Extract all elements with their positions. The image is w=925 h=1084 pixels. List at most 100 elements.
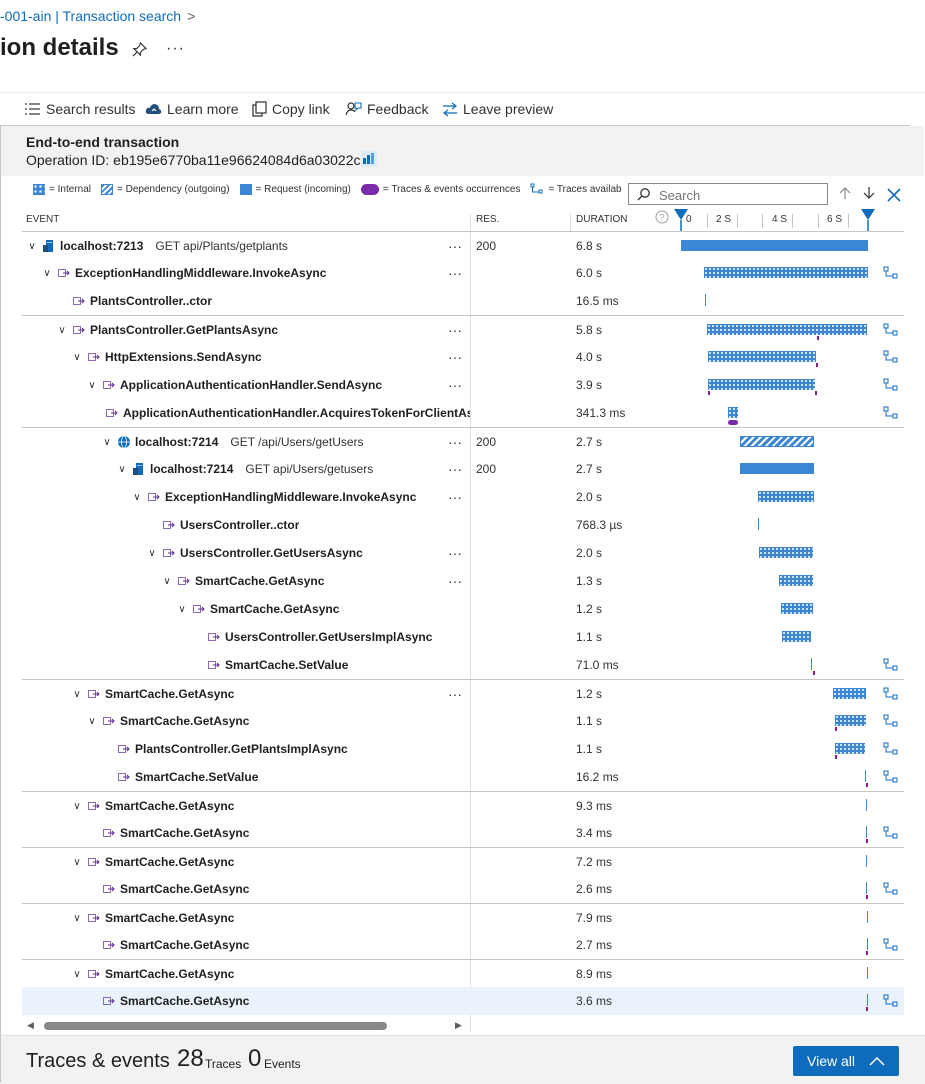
- chevron-down-icon[interactable]: ∨: [43, 267, 51, 279]
- row-more-options-icon[interactable]: ···: [448, 489, 462, 505]
- traces-available-icon[interactable]: [883, 769, 899, 785]
- traces-available-icon[interactable]: [883, 881, 899, 897]
- help-icon[interactable]: ?: [655, 210, 669, 229]
- traces-available-icon[interactable]: [883, 377, 899, 393]
- timeline-bar[interactable]: [708, 379, 815, 390]
- table-row[interactable]: ∨ SmartCache.GetAsync 1.2 s: [22, 595, 904, 623]
- more-options-icon[interactable]: ···: [166, 40, 185, 57]
- chevron-down-icon[interactable]: ∨: [28, 240, 36, 252]
- chevron-down-icon[interactable]: ∨: [148, 547, 156, 559]
- timeline-bar[interactable]: [835, 715, 866, 726]
- timeline-bar[interactable]: [708, 351, 816, 362]
- traces-available-icon[interactable]: [883, 741, 899, 757]
- table-row[interactable]: SmartCache.GetAsync 3.6 ms: [22, 987, 904, 1015]
- next-match-arrow-icon[interactable]: [863, 186, 875, 203]
- timeline-bar[interactable]: [867, 994, 868, 1006]
- row-more-options-icon[interactable]: ···: [448, 573, 462, 589]
- chevron-down-icon[interactable]: ∨: [73, 912, 81, 924]
- table-row[interactable]: ∨ SmartCache.GetAsync ··· 1.3 s: [22, 567, 904, 595]
- table-row[interactable]: ∨ PlantsController.GetPlantsAsync ··· 5.8 s: [22, 315, 904, 344]
- timeline-bar[interactable]: [740, 436, 814, 447]
- row-more-options-icon[interactable]: ···: [448, 238, 462, 254]
- timeline-end-handle[interactable]: [860, 208, 876, 237]
- chevron-down-icon[interactable]: ∨: [58, 324, 66, 336]
- table-row[interactable]: ∨ ApplicationAuthenticationHandler.SendAs…: [22, 371, 904, 399]
- timeline-bar[interactable]: [758, 491, 814, 502]
- table-row[interactable]: SmartCache.SetValue 16.2 ms: [22, 763, 904, 791]
- timeline-bar[interactable]: [781, 603, 813, 614]
- operation-id-info-icon[interactable]: [360, 150, 378, 168]
- table-row[interactable]: ∨ localhost:7214 GET api/Users/getusers ···…: [22, 455, 904, 483]
- traces-available-icon[interactable]: [883, 713, 899, 729]
- traces-available-icon[interactable]: [883, 349, 899, 365]
- scrollbar-thumb[interactable]: [44, 1022, 387, 1030]
- chevron-down-icon[interactable]: ∨: [178, 603, 186, 615]
- timeline-bar[interactable]: [866, 882, 867, 894]
- table-row[interactable]: ∨ ExceptionHandlingMiddleware.InvokeAsync…: [22, 259, 904, 287]
- trace-occurrence-marker[interactable]: [728, 420, 738, 425]
- duration-column-header[interactable]: DURATION: [576, 214, 628, 225]
- timeline-bar[interactable]: [866, 855, 867, 867]
- chevron-down-icon[interactable]: ∨: [73, 800, 81, 812]
- row-more-options-icon[interactable]: ···: [448, 434, 462, 450]
- previous-match-arrow-icon[interactable]: [839, 186, 851, 203]
- view-all-button[interactable]: View all: [793, 1046, 899, 1076]
- traces-available-icon[interactable]: [883, 265, 899, 281]
- timeline-bar[interactable]: [867, 938, 868, 950]
- chevron-down-icon[interactable]: ∨: [103, 436, 111, 448]
- timeline-bar[interactable]: [865, 770, 866, 782]
- timeline-bar[interactable]: [835, 743, 865, 754]
- breadcrumb[interactable]: -001-ain | Transaction search >: [0, 8, 195, 24]
- table-row[interactable]: SmartCache.GetAsync 2.7 ms: [22, 931, 904, 959]
- table-row[interactable]: ∨ HttpExtensions.SendAsync ··· 4.0 s: [22, 343, 904, 371]
- res-column-header[interactable]: RES.: [476, 214, 500, 225]
- traces-available-icon[interactable]: [883, 657, 899, 673]
- table-row[interactable]: ApplicationAuthenticationHandler.Acquire…: [22, 399, 904, 427]
- scroll-right-icon[interactable]: ▶: [455, 1020, 462, 1030]
- copy-link-button[interactable]: Copy link: [252, 101, 330, 117]
- timeline-bar[interactable]: [867, 967, 868, 979]
- timeline-bar[interactable]: [782, 631, 811, 642]
- timeline-bar[interactable]: [707, 324, 867, 335]
- event-column-header[interactable]: EVENT: [26, 214, 60, 225]
- row-more-options-icon[interactable]: ···: [448, 322, 462, 338]
- table-row[interactable]: ∨ SmartCache.GetAsync ··· 1.2 s: [22, 679, 904, 708]
- search-results-button[interactable]: Search results: [24, 101, 135, 117]
- timeline-bar[interactable]: [681, 240, 868, 251]
- chevron-down-icon[interactable]: ∨: [88, 715, 96, 727]
- timeline-bar[interactable]: [866, 826, 867, 838]
- chevron-down-icon[interactable]: ∨: [73, 688, 81, 700]
- table-row[interactable]: ∨ SmartCache.GetAsync 8.9 ms: [22, 959, 904, 988]
- timeline-start-handle[interactable]: [673, 208, 689, 237]
- row-more-options-icon[interactable]: ···: [448, 349, 462, 365]
- timeline-bar[interactable]: [759, 547, 813, 558]
- table-row[interactable]: ∨ localhost:7214 GET /api/Users/getUsers ··…: [22, 427, 904, 456]
- timeline-bar[interactable]: [867, 911, 868, 923]
- learn-more-button[interactable]: Learn more: [145, 101, 239, 117]
- pin-icon[interactable]: [132, 41, 148, 61]
- search-box[interactable]: [628, 183, 828, 205]
- traces-available-icon[interactable]: [883, 322, 899, 338]
- table-row[interactable]: PlantsController..ctor 16.5 ms: [22, 287, 904, 315]
- close-search-icon[interactable]: [884, 185, 904, 205]
- scroll-left-icon[interactable]: ◀: [27, 1020, 34, 1030]
- table-row[interactable]: PlantsController.GetPlantsImplAsync 1.1 s: [22, 735, 904, 763]
- traces-available-icon[interactable]: [883, 405, 899, 421]
- row-more-options-icon[interactable]: ···: [448, 545, 462, 561]
- timeline-bar[interactable]: [705, 294, 706, 306]
- timeline-bar[interactable]: [833, 688, 866, 699]
- timeline-bar[interactable]: [704, 267, 868, 278]
- chevron-down-icon[interactable]: ∨: [88, 379, 96, 391]
- row-more-options-icon[interactable]: ···: [448, 265, 462, 281]
- traces-available-icon[interactable]: [883, 937, 899, 953]
- row-more-options-icon[interactable]: ···: [448, 377, 462, 393]
- chevron-down-icon[interactable]: ∨: [133, 491, 141, 503]
- traces-available-icon[interactable]: [883, 686, 899, 702]
- timeline-bar[interactable]: [811, 658, 812, 670]
- table-row[interactable]: SmartCache.SetValue 71.0 ms: [22, 651, 904, 679]
- row-more-options-icon[interactable]: ···: [448, 686, 462, 702]
- row-more-options-icon[interactable]: ···: [448, 461, 462, 477]
- table-row[interactable]: ∨ SmartCache.GetAsync 1.1 s: [22, 707, 904, 735]
- timeline-bar[interactable]: [740, 463, 814, 474]
- search-input[interactable]: [657, 187, 826, 204]
